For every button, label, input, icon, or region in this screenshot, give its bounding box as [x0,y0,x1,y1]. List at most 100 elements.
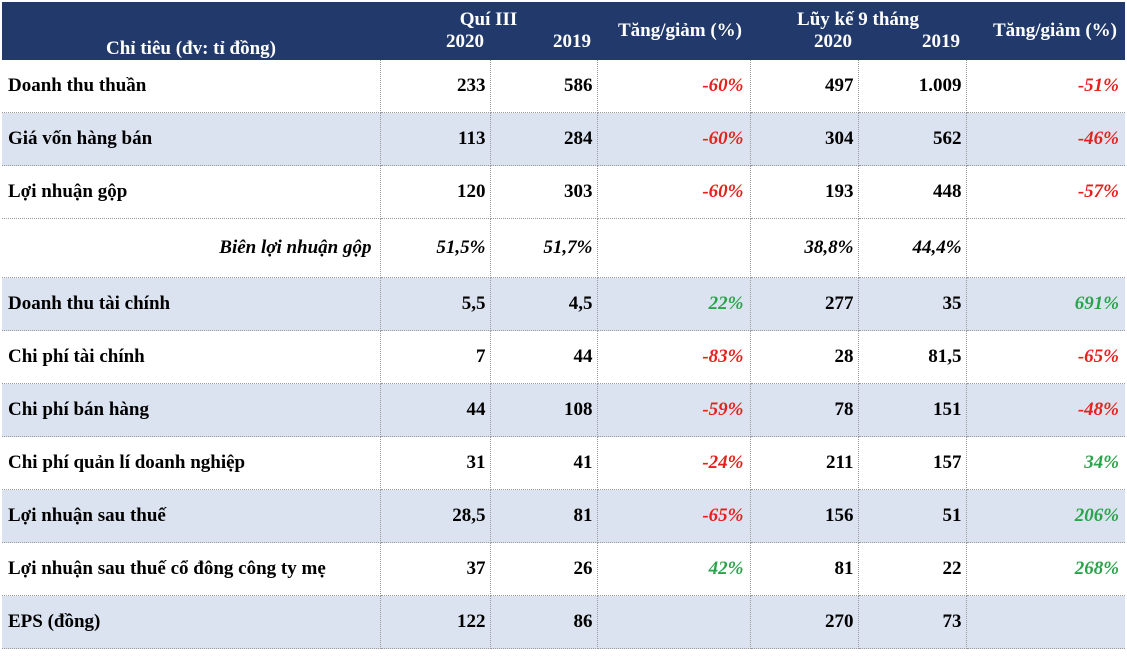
row-label: Chi phí quản lí doanh nghiệp [2,436,381,490]
cell-q3-2020: 5,5 [380,277,491,331]
row-label: Lợi nhuận sau thuế cổ đông công ty mẹ [2,542,381,596]
cell-ytd-2019: 51 [858,489,967,543]
cell-ytd-2019: 35 [858,277,967,331]
cell-ytd-2020: 81 [750,542,859,596]
row-label: Biên lợi nhuận gộp [2,218,381,278]
cell-q3-2019: 81 [490,489,598,543]
row-label: Lợi nhuận gộp [2,165,381,219]
cell-ytd-2020: 497 [750,60,859,113]
header-row-years: 2020 2019 2020 2019 [2,31,1125,60]
cell-ytd-2019: 44,4% [858,218,967,278]
cell-q3-2019: 51,7% [490,218,598,278]
cell-ytd-2019: 157 [858,436,967,490]
cell-q3-change: -83% [597,330,751,384]
header-q3-2019: 2019 [490,31,597,60]
table-row: Lợi nhuận gộp 120 303 -60% 193 448 -57% [2,165,1126,219]
table-row: Doanh thu tài chính 5,5 4,5 22% 277 35 6… [2,277,1126,331]
cell-q3-2019: 586 [490,60,598,113]
cell-q3-2019: 4,5 [490,277,598,331]
cell-ytd-2019: 1.009 [858,60,967,113]
header-indicator: Chỉ tiêu (đv: tỉ đồng) [2,2,380,60]
cell-q3-change [597,595,751,649]
cell-q3-2019: 108 [490,383,598,437]
cell-q3-2019: 44 [490,330,598,384]
cell-q3-change: 42% [597,542,751,596]
cell-q3-2020: 37 [380,542,491,596]
cell-q3-2019: 303 [490,165,598,219]
table-row: Giá vốn hàng bán 113 284 -60% 304 562 -4… [2,112,1126,166]
cell-ytd-change [966,218,1126,278]
header-ytd-2020: 2020 [750,31,858,60]
cell-q3-2020: 51,5% [380,218,491,278]
table-row: Chi phí bán hàng 44 108 -59% 78 151 -48% [2,383,1126,437]
cell-q3-2019: 284 [490,112,598,166]
table-row: Doanh thu thuần 233 586 -60% 497 1.009 -… [2,60,1126,113]
cell-ytd-change: 268% [966,542,1126,596]
cell-ytd-change: -48% [966,383,1126,437]
table-row: Lợi nhuận sau thuế 28,5 81 -65% 156 51 2… [2,489,1126,543]
table-row: EPS (đồng) 122 86 270 73 [2,595,1126,649]
cell-ytd-2020: 211 [750,436,859,490]
cell-ytd-change: 34% [966,436,1126,490]
cell-ytd-2020: 28 [750,330,859,384]
header-q3-change: Tăng/giảm (%) [597,2,750,60]
cell-ytd-2019: 151 [858,383,967,437]
cell-q3-2020: 7 [380,330,491,384]
cell-ytd-change: 206% [966,489,1126,543]
cell-ytd-change: -65% [966,330,1126,384]
row-label: Lợi nhuận sau thuế [2,489,381,543]
cell-q3-2020: 28,5 [380,489,491,543]
cell-ytd-2019: 81,5 [858,330,967,384]
cell-q3-2019: 41 [490,436,598,490]
cell-ytd-change: 691% [966,277,1126,331]
cell-ytd-change: -51% [966,60,1126,113]
cell-q3-change: -60% [597,60,751,113]
cell-ytd-2019: 562 [858,112,967,166]
header-ytd-2019: 2019 [858,31,967,60]
header-ytd-change: Tăng/giảm (%) [966,2,1126,60]
cell-ytd-2020: 78 [750,383,859,437]
row-label: Giá vốn hàng bán [2,112,381,166]
cell-ytd-2020: 193 [750,165,859,219]
row-label: Doanh thu thuần [2,60,381,113]
table-row: Lợi nhuận sau thuế cổ đông công ty mẹ 37… [2,542,1126,596]
cell-q3-change: -60% [597,112,751,166]
header-q3-2020: 2020 [380,31,490,60]
cell-ytd-2020: 277 [750,277,859,331]
cell-ytd-change [966,595,1126,649]
cell-ytd-change: -57% [966,165,1126,219]
cell-q3-change: -24% [597,436,751,490]
row-label: Chi phí tài chính [2,330,381,384]
cell-q3-2020: 31 [380,436,491,490]
header-row-top: Chỉ tiêu (đv: tỉ đồng) Quí III Tăng/giảm… [2,2,1126,60]
table-row: Biên lợi nhuận gộp 51,5% 51,7% 38,8% 44,… [2,218,1126,278]
cell-ytd-2020: 38,8% [750,218,859,278]
cell-q3-change: 22% [597,277,751,331]
cell-q3-2019: 26 [490,542,598,596]
cell-ytd-2019: 448 [858,165,967,219]
table-row: Chi phí quản lí doanh nghiệp 31 41 -24% … [2,436,1126,490]
cell-ytd-2020: 304 [750,112,859,166]
row-label: EPS (đồng) [2,595,381,649]
cell-q3-2020: 44 [380,383,491,437]
cell-q3-2020: 122 [380,595,491,649]
row-label: Chi phí bán hàng [2,383,381,437]
table-row: Chi phí tài chính 7 44 -83% 28 81,5 -65% [2,330,1126,384]
cell-q3-2020: 113 [380,112,491,166]
header-q3: Quí III [380,2,597,31]
cell-q3-2020: 233 [380,60,491,113]
cell-ytd-2019: 73 [858,595,967,649]
cell-ytd-2020: 156 [750,489,859,543]
cell-q3-change: -59% [597,383,751,437]
cell-ytd-change: -46% [966,112,1126,166]
cell-q3-change [597,218,751,278]
header-ytd: Lũy kế 9 tháng [750,2,967,31]
financial-results-table: Chỉ tiêu (đv: tỉ đồng) Quí III Tăng/giảm… [2,2,1126,649]
cell-q3-2019: 86 [490,595,598,649]
cell-q3-change: -65% [597,489,751,543]
cell-ytd-2020: 270 [750,595,859,649]
cell-q3-2020: 120 [380,165,491,219]
row-label: Doanh thu tài chính [2,277,381,331]
cell-ytd-2019: 22 [858,542,967,596]
cell-q3-change: -60% [597,165,751,219]
